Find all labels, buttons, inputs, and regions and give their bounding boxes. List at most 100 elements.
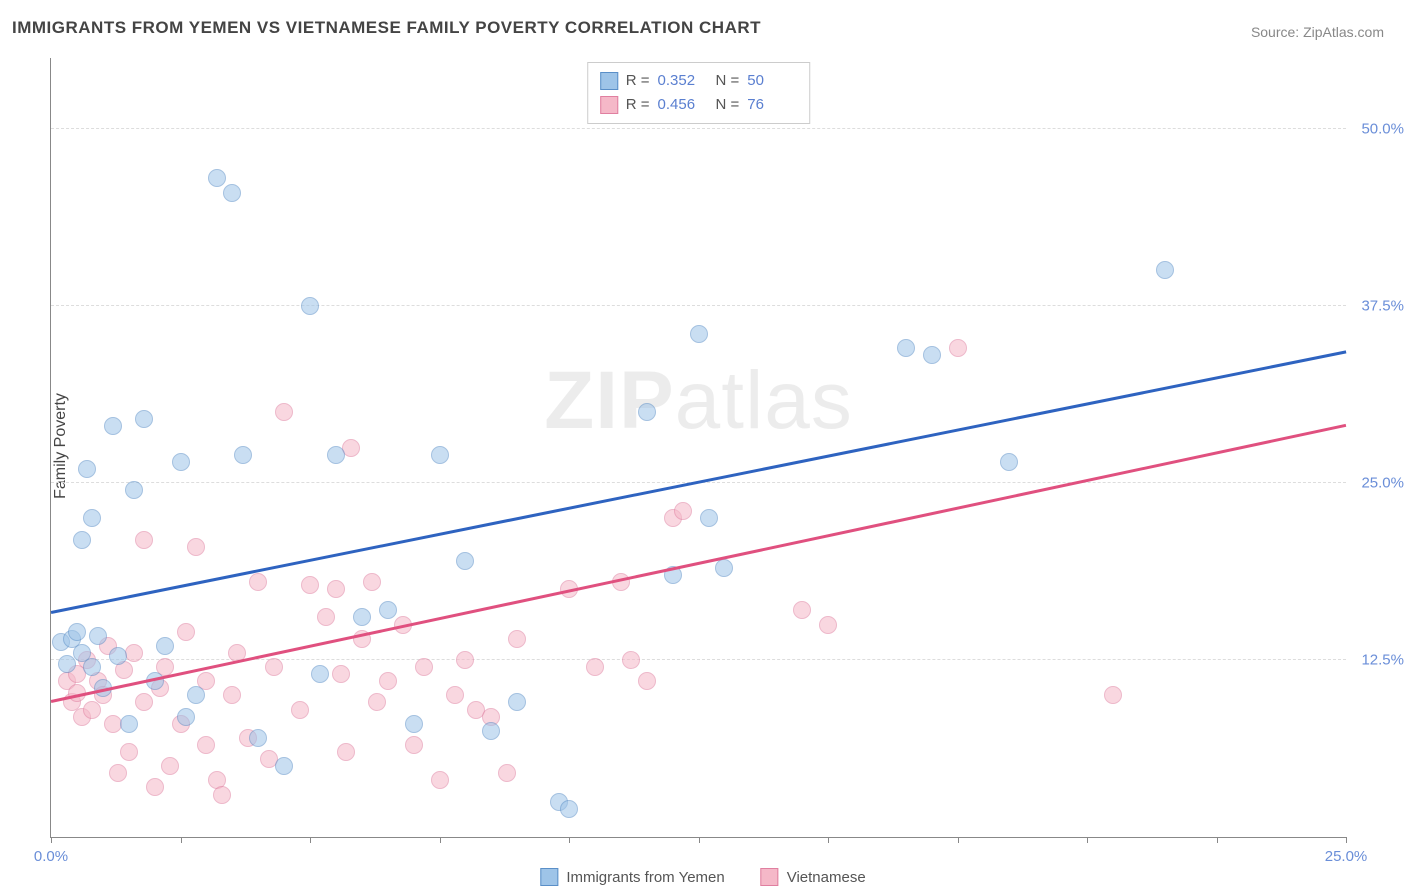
scatter-point	[431, 446, 449, 464]
legend-row-yemen: R = 0.352 N = 50	[600, 69, 798, 93]
scatter-point	[135, 693, 153, 711]
scatter-point	[83, 658, 101, 676]
gridline	[51, 128, 1346, 129]
y-tick-label: 50.0%	[1352, 120, 1404, 137]
scatter-point	[146, 778, 164, 796]
scatter-point	[301, 576, 319, 594]
scatter-point	[291, 701, 309, 719]
scatter-point	[819, 616, 837, 634]
scatter-point	[923, 346, 941, 364]
x-tick	[569, 837, 570, 843]
scatter-point	[197, 736, 215, 754]
scatter-point	[234, 446, 252, 464]
y-tick-label: 12.5%	[1352, 651, 1404, 668]
legend-item-vietnamese: Vietnamese	[761, 868, 866, 886]
source-attribution: Source: ZipAtlas.com	[1251, 24, 1384, 40]
legend-swatch-vietnamese	[761, 868, 779, 886]
x-tick	[310, 837, 311, 843]
n-label: N =	[716, 69, 740, 93]
scatter-point	[187, 538, 205, 556]
scatter-point	[249, 729, 267, 747]
scatter-point	[223, 184, 241, 202]
scatter-point	[586, 658, 604, 676]
y-tick-label: 37.5%	[1352, 297, 1404, 314]
x-tick	[1087, 837, 1088, 843]
x-tick	[958, 837, 959, 843]
scatter-point	[353, 608, 371, 626]
scatter-point	[508, 630, 526, 648]
scatter-point	[125, 644, 143, 662]
x-tick	[440, 837, 441, 843]
legend-swatch-yemen	[540, 868, 558, 886]
scatter-point	[368, 693, 386, 711]
scatter-point	[949, 339, 967, 357]
scatter-point	[275, 403, 293, 421]
scatter-point	[311, 665, 329, 683]
x-tick	[1217, 837, 1218, 843]
scatter-point	[1000, 453, 1018, 471]
scatter-point	[120, 743, 138, 761]
scatter-point	[508, 693, 526, 711]
scatter-point	[560, 800, 578, 818]
scatter-point	[897, 339, 915, 357]
scatter-point	[327, 580, 345, 598]
scatter-point	[405, 715, 423, 733]
legend-label-vietnamese: Vietnamese	[787, 869, 866, 886]
scatter-point	[482, 722, 500, 740]
watermark: ZIPatlas	[544, 354, 853, 448]
scatter-point	[379, 672, 397, 690]
r-label: R =	[626, 69, 650, 93]
r-value-yemen: 0.352	[658, 69, 708, 93]
scatter-point	[249, 573, 267, 591]
scatter-point	[73, 531, 91, 549]
scatter-point	[793, 601, 811, 619]
n-value-vietnamese: 76	[747, 93, 797, 117]
legend-swatch-vietnamese	[600, 96, 618, 114]
legend-label-yemen: Immigrants from Yemen	[566, 869, 724, 886]
scatter-point	[275, 757, 293, 775]
scatter-point	[109, 764, 127, 782]
scatter-point	[690, 325, 708, 343]
scatter-point	[68, 623, 86, 641]
watermark-light: atlas	[675, 355, 853, 446]
scatter-point	[135, 531, 153, 549]
scatter-point	[638, 403, 656, 421]
scatter-point	[177, 623, 195, 641]
scatter-point	[431, 771, 449, 789]
x-tick	[181, 837, 182, 843]
x-tick	[699, 837, 700, 843]
scatter-point	[135, 410, 153, 428]
scatter-point	[120, 715, 138, 733]
scatter-point	[638, 672, 656, 690]
x-tick-label: 25.0%	[1325, 848, 1368, 865]
scatter-point	[187, 686, 205, 704]
scatter-point	[89, 627, 107, 645]
scatter-point	[715, 559, 733, 577]
scatter-point	[208, 169, 226, 187]
scatter-point	[1156, 261, 1174, 279]
scatter-point	[78, 460, 96, 478]
scatter-point	[622, 651, 640, 669]
series-legend: Immigrants from Yemen Vietnamese	[540, 868, 865, 886]
gridline	[51, 305, 1346, 306]
x-tick	[51, 837, 52, 843]
scatter-point	[58, 655, 76, 673]
legend-swatch-yemen	[600, 72, 618, 90]
legend-row-vietnamese: R = 0.456 N = 76	[600, 93, 798, 117]
trend-line	[51, 424, 1347, 703]
scatter-point	[456, 552, 474, 570]
r-label: R =	[626, 93, 650, 117]
scatter-point	[172, 453, 190, 471]
scatter-point	[109, 647, 127, 665]
x-tick-label: 0.0%	[34, 848, 68, 865]
scatter-point	[177, 708, 195, 726]
scatter-point	[498, 764, 516, 782]
scatter-point	[104, 417, 122, 435]
n-label: N =	[716, 93, 740, 117]
x-tick	[1346, 837, 1347, 843]
scatter-point	[83, 509, 101, 527]
scatter-point	[301, 297, 319, 315]
scatter-point	[674, 502, 692, 520]
chart-title: IMMIGRANTS FROM YEMEN VS VIETNAMESE FAMI…	[12, 18, 761, 38]
scatter-point	[1104, 686, 1122, 704]
